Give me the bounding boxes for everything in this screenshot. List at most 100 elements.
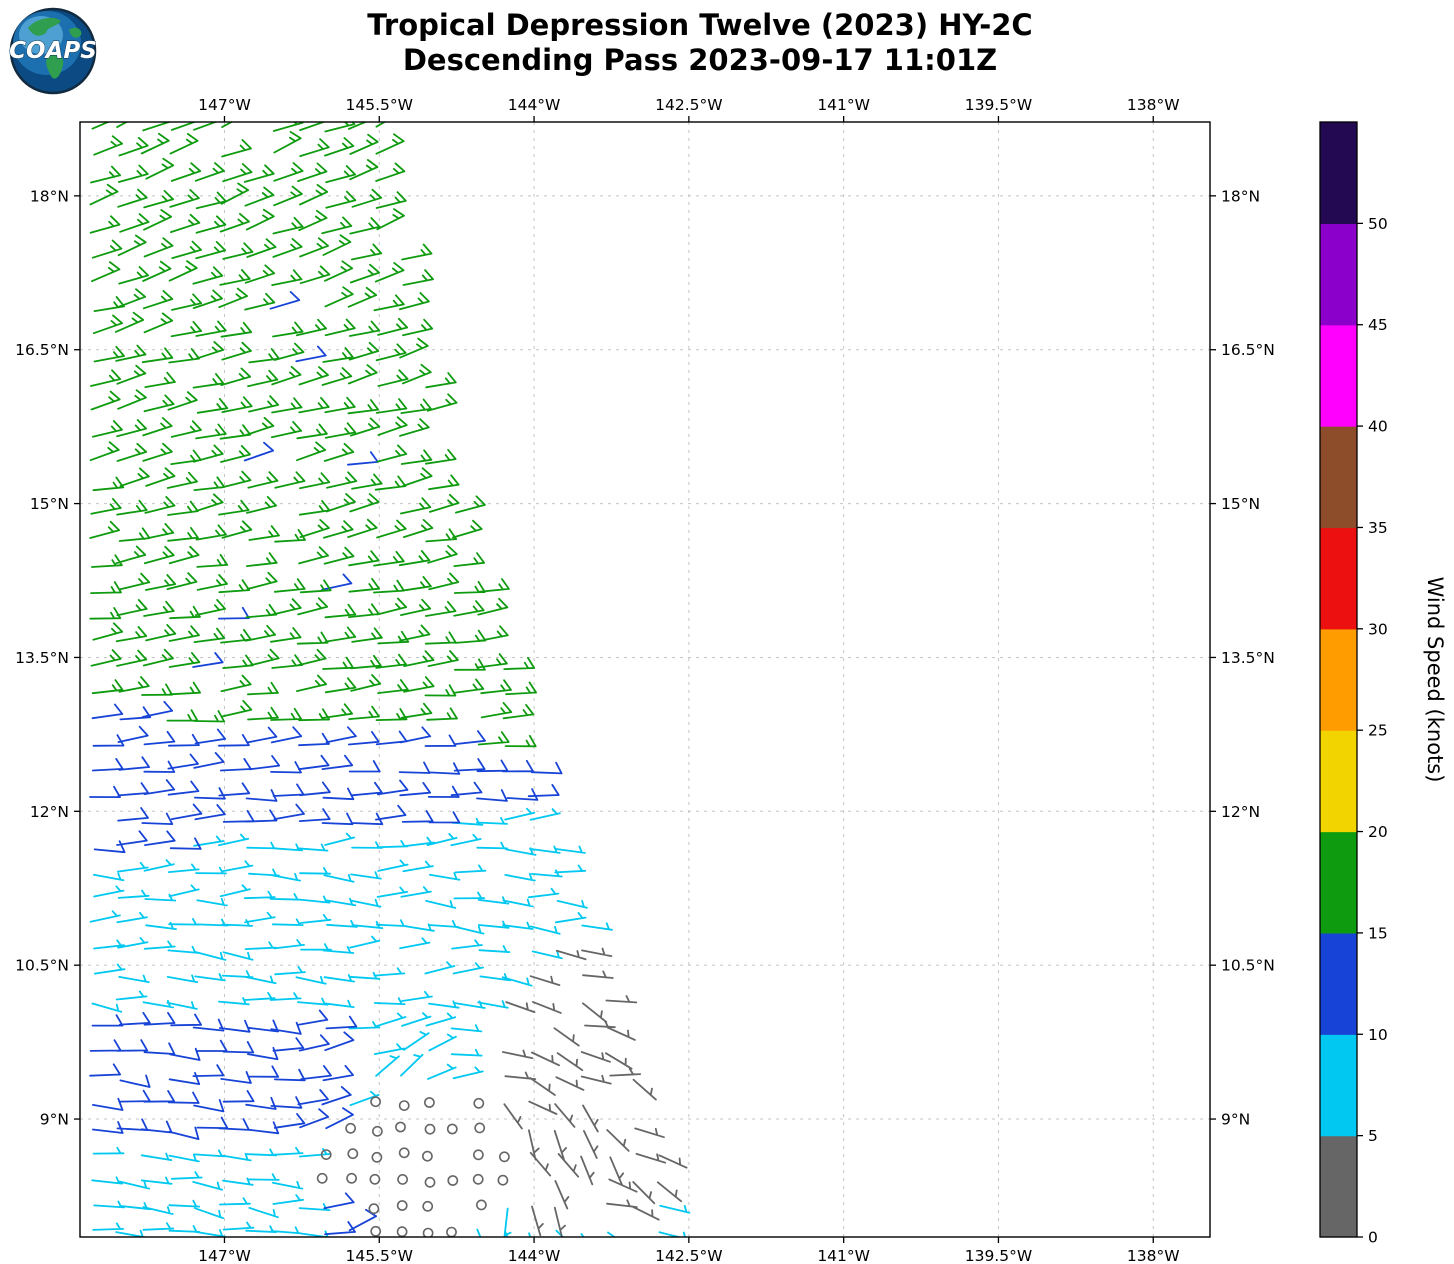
colorbar-tick-label: 30 xyxy=(1368,620,1388,638)
calm-wind-circle xyxy=(472,1173,484,1185)
colorbar-segment xyxy=(1320,122,1357,224)
calm-wind-circle xyxy=(368,1203,380,1215)
x-tick-label-top: 147°W xyxy=(198,96,251,114)
calm-wind-circle xyxy=(398,1147,410,1159)
calm-wind-circle xyxy=(497,1174,509,1186)
colorbar-segment xyxy=(1320,527,1357,630)
x-tick-label-top: 138°W xyxy=(1127,96,1180,114)
colorbar-title: Wind Speed (knots) xyxy=(1423,577,1447,783)
colorbar-segment xyxy=(1320,831,1357,934)
colorbar-segment xyxy=(1320,223,1357,326)
x-tick-label-bottom: 145.5°W xyxy=(346,1247,413,1264)
colorbar-segment xyxy=(1320,932,1357,1035)
y-tick-label-right: 18°N xyxy=(1221,187,1260,205)
wind-barbs xyxy=(89,122,691,1237)
y-tick-label-right: 9°N xyxy=(1221,1111,1250,1129)
x-tick-label-bottom: 142.5°W xyxy=(655,1247,722,1264)
calm-wind-circle xyxy=(475,1199,487,1211)
x-tick-label-bottom: 144°W xyxy=(508,1247,561,1264)
calm-wind-circle xyxy=(424,1176,436,1188)
calm-wind-circle xyxy=(422,1227,434,1237)
calm-wind-circle xyxy=(320,1149,332,1160)
calm-wind-circle xyxy=(423,1097,435,1108)
calm-wind-circle xyxy=(347,1148,359,1160)
colorbar-segment xyxy=(1320,324,1357,427)
calm-wind-circle xyxy=(473,1097,485,1109)
calm-wind-circle xyxy=(396,1200,408,1211)
x-tick-label-top: 139.5°W xyxy=(965,96,1032,114)
calm-wind-circle xyxy=(397,1174,408,1185)
calm-wind-circle xyxy=(345,1122,356,1134)
colorbar-tick-label: 35 xyxy=(1368,519,1388,537)
colorbar-tick-label: 10 xyxy=(1368,1026,1388,1044)
colorbar-tick-label: 50 xyxy=(1368,215,1388,233)
colorbar-segment xyxy=(1320,426,1357,529)
colorbar-tick-label: 40 xyxy=(1368,418,1388,436)
landmass-north-icon xyxy=(28,17,61,36)
calm-wind-circle xyxy=(396,1226,408,1237)
colorbar-tick-label: 5 xyxy=(1368,1127,1378,1145)
colorbar-tick-label: 15 xyxy=(1368,924,1388,942)
y-tick-label-left: 15°N xyxy=(30,495,69,513)
wind-barb-layer xyxy=(502,947,688,1237)
colorbar-segment xyxy=(1320,730,1357,833)
chart-title-line1: Tropical Depression Twelve (2023) HY-2C xyxy=(367,8,1033,42)
wind-barb-layer xyxy=(89,122,537,748)
y-tick-label-left: 9°N xyxy=(40,1111,69,1129)
calm-wind-circle xyxy=(395,1121,406,1133)
colorbar-tick-label: 25 xyxy=(1368,722,1388,740)
coaps-logo-globe: COAPS xyxy=(9,7,97,95)
y-tick-label-left: 13.5°N xyxy=(15,649,69,667)
calm-wind-circle xyxy=(421,1150,433,1162)
x-tick-label-bottom: 147°W xyxy=(198,1247,251,1264)
axis-ticks xyxy=(74,116,1216,1243)
x-tick-label-top: 144°W xyxy=(508,96,561,114)
wind-barb-layer xyxy=(89,291,563,1236)
y-tick-label-right: 12°N xyxy=(1221,803,1260,821)
calm-wind-circle xyxy=(371,1151,383,1163)
x-tick-label-bottom: 141°W xyxy=(817,1247,870,1264)
colorbar: 0 5 10 15 20 25 30 35 40 45 50 Wind Speed (knots) xyxy=(1319,121,1447,1247)
chart-title: Tropical Depression Twelve (2023) HY-2C … xyxy=(0,8,1400,79)
colorbar-tick-label: 20 xyxy=(1368,823,1388,841)
y-tick-label-right: 10.5°N xyxy=(1221,957,1275,975)
calm-wind-circle xyxy=(498,1151,510,1163)
calm-wind-circle xyxy=(422,1200,434,1212)
plot-frame xyxy=(79,121,1211,1238)
colorbar-segment xyxy=(1320,1135,1357,1238)
calm-wind-circle xyxy=(446,1123,458,1135)
calm-wind-circle xyxy=(316,1172,328,1184)
colorbar-segment xyxy=(1320,1034,1357,1137)
gridlines xyxy=(80,122,1210,1237)
y-tick-label-right: 15°N xyxy=(1221,495,1260,513)
y-tick-label-left: 10.5°N xyxy=(15,957,69,975)
calm-wind-circle xyxy=(447,1175,459,1186)
colorbar-frame xyxy=(1319,121,1358,1238)
x-tick-label-bottom: 138°W xyxy=(1127,1247,1180,1264)
x-tick-label-top: 145.5°W xyxy=(346,96,413,114)
calm-wind-circle xyxy=(371,1125,383,1137)
y-tick-label-left: 12°N xyxy=(30,803,69,821)
x-tick-label-top: 142.5°W xyxy=(655,96,722,114)
coaps-logo: COAPS xyxy=(8,6,98,96)
colorbar-tick-label: 0 xyxy=(1368,1229,1378,1247)
chart-title-line2: Descending Pass 2023-09-17 11:01Z xyxy=(402,43,998,78)
y-tick-label-right: 16.5°N xyxy=(1221,341,1275,359)
calm-wind-circle xyxy=(346,1172,357,1184)
calm-wind-circle xyxy=(472,1149,484,1161)
calm-wind-circle xyxy=(398,1100,410,1111)
landmass-south-icon xyxy=(46,53,64,79)
calm-wind-circle xyxy=(424,1123,436,1135)
calm-wind-circle xyxy=(370,1225,382,1237)
axis-tick-labels: 147°W 147°W 145.5°W 145.5°W 144°W 144°W 142.5°… xyxy=(15,96,1275,1264)
y-tick-label-left: 16.5°N xyxy=(15,341,69,359)
x-tick-label-bottom: 139.5°W xyxy=(965,1247,1032,1264)
colorbar-segment xyxy=(1320,628,1357,731)
landmass-east-icon xyxy=(69,27,82,38)
wind-barb-layer xyxy=(89,807,691,1237)
x-tick-label-top: 141°W xyxy=(817,96,870,114)
calm-wind-circle xyxy=(474,1122,486,1134)
coaps-logo-text: COAPS xyxy=(9,38,97,64)
colorbar-tick-label: 45 xyxy=(1368,316,1388,334)
